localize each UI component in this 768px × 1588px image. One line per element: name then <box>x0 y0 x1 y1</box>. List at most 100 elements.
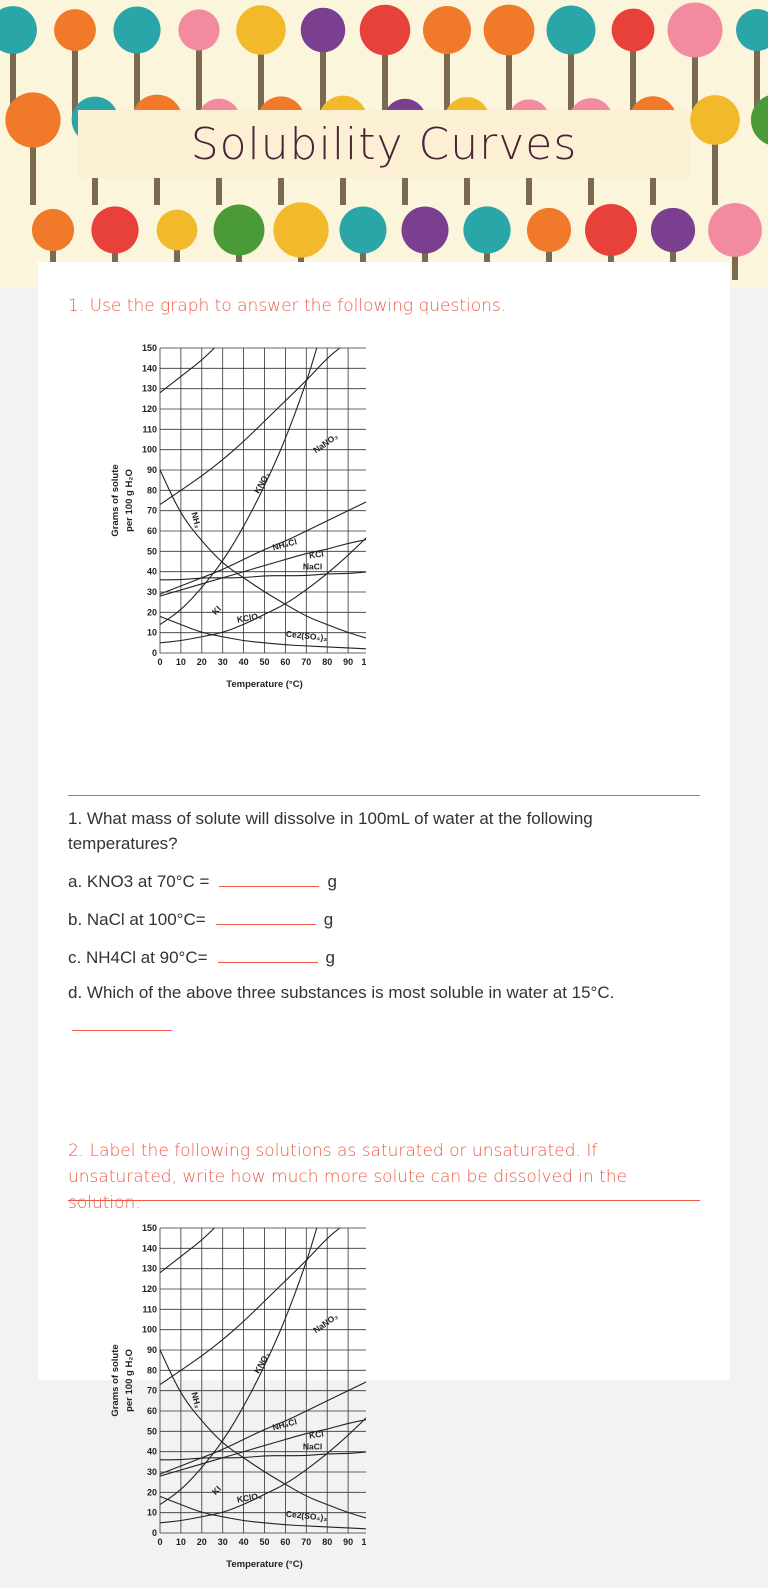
y-tick-label: 40 <box>147 1447 157 1457</box>
tree-trunk <box>754 30 760 125</box>
series-line-nh3 <box>159 469 366 639</box>
x-tick-label: 10 <box>176 657 186 667</box>
tree-crown <box>91 206 139 254</box>
series-line-kcl <box>159 1419 366 1477</box>
series-line-nano3 <box>159 347 341 506</box>
x-tick-label: 40 <box>239 657 249 667</box>
tree-crown <box>483 4 535 56</box>
tree-crown <box>273 202 329 258</box>
y-tick-label: 30 <box>147 587 157 597</box>
x-tick-label: 0 <box>157 657 162 667</box>
y-tick-label: 150 <box>142 1223 157 1233</box>
answer-b-input[interactable] <box>215 906 316 925</box>
x-tick-label: 60 <box>280 1537 290 1547</box>
series-label: KNO₃ <box>252 1350 272 1375</box>
x-tick-label: 70 <box>301 1537 311 1547</box>
x-tick-label: 90 <box>343 1537 353 1547</box>
tree-crown <box>5 92 61 148</box>
question-c: c. NH4Cl at 90°C= g <box>68 944 335 970</box>
worksheet-card: 1. Use the graph to answer the following… <box>38 262 730 1570</box>
x-tick-label: 20 <box>197 657 207 667</box>
question-d: d. Which of the above three substances i… <box>68 983 615 1002</box>
series-line-kcl <box>159 539 366 597</box>
x-tick-label: 100 <box>361 657 366 667</box>
tree-crown <box>300 7 346 53</box>
tree-trunk <box>422 230 428 280</box>
series-label: Ce2(SO₄)₃ <box>285 1509 327 1523</box>
series-label: NH₃ <box>189 1391 203 1409</box>
series-label: KNO₃ <box>252 470 272 495</box>
series-label: KI <box>210 604 223 617</box>
tree-trunk <box>134 30 140 125</box>
tree-crown <box>178 9 220 51</box>
tree-crown <box>463 206 511 254</box>
question-b: b. NaCl at 100°C= g <box>68 906 333 932</box>
y-tick-label: 90 <box>147 1345 157 1355</box>
series-line-kno3 <box>159 1227 318 1505</box>
tree-crown <box>31 208 75 252</box>
y-axis-label: per 100 g H₂O <box>124 469 135 532</box>
y-tick-label: 140 <box>142 1243 157 1253</box>
tree-trunk <box>670 230 676 280</box>
tree-crown <box>339 206 387 254</box>
y-tick-label: 10 <box>147 1508 157 1518</box>
series-label: KCl <box>308 548 324 560</box>
divider <box>68 1200 700 1201</box>
tree-crown <box>0 6 37 54</box>
y-axis-label: Grams of solute <box>110 1344 121 1416</box>
x-tick-label: 20 <box>197 1537 207 1547</box>
tree-trunk <box>484 230 490 280</box>
series-line-ce2so43 <box>159 615 366 650</box>
tree-crown <box>611 8 655 52</box>
y-tick-label: 20 <box>147 1487 157 1497</box>
y-tick-label: 40 <box>147 567 157 577</box>
question-intro: 1. What mass of solute will dissolve in … <box>68 809 593 853</box>
answer-a-input[interactable] <box>219 868 320 887</box>
y-axis-label: Grams of solute <box>110 464 121 536</box>
tree-trunk <box>360 230 366 280</box>
y-tick-label: 90 <box>147 465 157 475</box>
tree-trunk <box>30 120 36 205</box>
y-tick-label: 60 <box>147 526 157 536</box>
tree-trunk <box>630 30 636 125</box>
tree-crown <box>526 207 572 253</box>
tree-crown <box>585 204 637 256</box>
x-tick-label: 60 <box>280 657 290 667</box>
tree-trunk <box>50 230 56 280</box>
y-tick-label: 50 <box>147 1426 157 1436</box>
answer-c-input[interactable] <box>217 944 318 963</box>
solubility-chart: 0 10 20 30 40 50 60 70 80 90 100 0 10 20 30 40 50 60 70 80 9… <box>110 343 366 690</box>
tree-crown <box>667 2 723 58</box>
tree-crown <box>401 206 449 254</box>
tree-trunk <box>72 30 78 125</box>
series-label: NaCl <box>303 1442 322 1452</box>
section-2-heading: 2. Label the following solutions as satu… <box>68 1141 628 1213</box>
section-1-heading: 1. Use the graph to answer the following… <box>68 296 507 316</box>
solubility-chart-2: 0 10 20 30 40 50 60 70 80 90 100 0 10 20 30 40 50 60 70 80 9… <box>110 1223 366 1570</box>
x-axis-label: Temperature (°C) <box>226 679 302 690</box>
series-label: Ce2(SO₄)₃ <box>285 629 327 643</box>
y-tick-label: 50 <box>147 546 157 556</box>
tree-crown <box>213 204 265 256</box>
tree-crown <box>546 5 596 55</box>
tree-crown <box>54 9 96 51</box>
x-tick-label: 80 <box>322 1537 332 1547</box>
y-tick-label: 0 <box>152 648 157 658</box>
divider <box>68 795 700 796</box>
x-tick-label: 30 <box>218 1537 228 1547</box>
tree-trunk <box>320 30 326 125</box>
y-tick-label: 70 <box>147 506 157 516</box>
x-tick-label: 100 <box>361 1537 366 1547</box>
series-line-ki <box>159 1227 215 1274</box>
tree-trunk <box>10 30 16 125</box>
tree-trunk <box>506 30 512 125</box>
page-title: Solubility Curves <box>190 118 578 170</box>
tree-crown <box>359 4 411 56</box>
y-tick-label: 120 <box>142 1284 157 1294</box>
y-tick-label: 130 <box>142 1264 157 1274</box>
tree-crown <box>708 203 762 257</box>
y-tick-label: 80 <box>147 1365 157 1375</box>
answer-d-input[interactable] <box>72 1012 172 1031</box>
tree-crown <box>750 95 768 145</box>
y-tick-label: 120 <box>142 404 157 414</box>
